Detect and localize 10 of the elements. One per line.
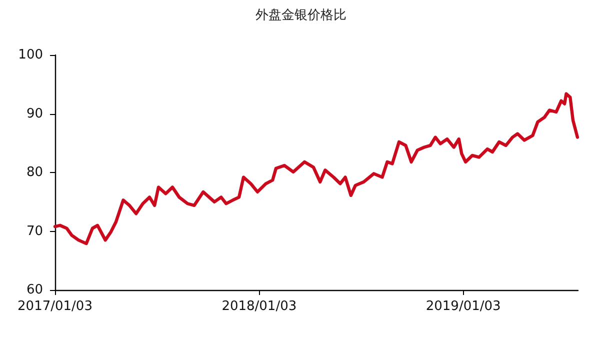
x-tick-label: 2019/01/03 — [426, 299, 501, 314]
x-tick-label: 2018/01/03 — [222, 299, 297, 314]
chart-title: 外盘金银价格比 — [256, 8, 346, 23]
y-tick-label: 60 — [26, 282, 43, 298]
y-tick-label: 100 — [18, 48, 43, 62]
y-tick-label: 80 — [26, 165, 43, 180]
y-tick-label: 90 — [26, 106, 43, 122]
x-tick-label: 2017/01/03 — [18, 299, 92, 314]
y-tick-label: 70 — [26, 224, 43, 239]
line-series — [53, 92, 580, 246]
